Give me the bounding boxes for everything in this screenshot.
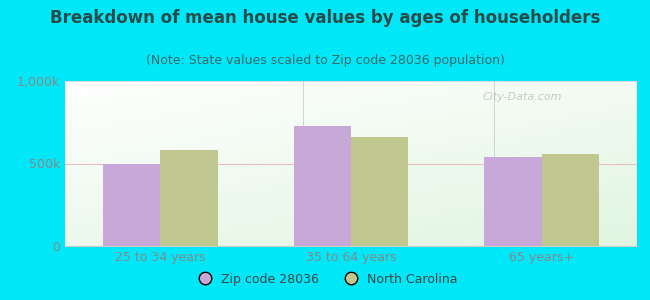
Bar	[351, 137, 408, 246]
Bar	[161, 150, 218, 246]
Bar	[541, 154, 599, 246]
Text: Breakdown of mean house values by ages of householders: Breakdown of mean house values by ages o…	[50, 9, 600, 27]
Legend: Zip code 28036, North Carolina: Zip code 28036, North Carolina	[188, 268, 462, 291]
Text: City-Data.com: City-Data.com	[482, 92, 562, 103]
Bar	[103, 164, 161, 246]
Bar	[294, 126, 351, 246]
Bar	[484, 157, 541, 246]
Text: (Note: State values scaled to Zip code 28036 population): (Note: State values scaled to Zip code 2…	[146, 54, 504, 67]
